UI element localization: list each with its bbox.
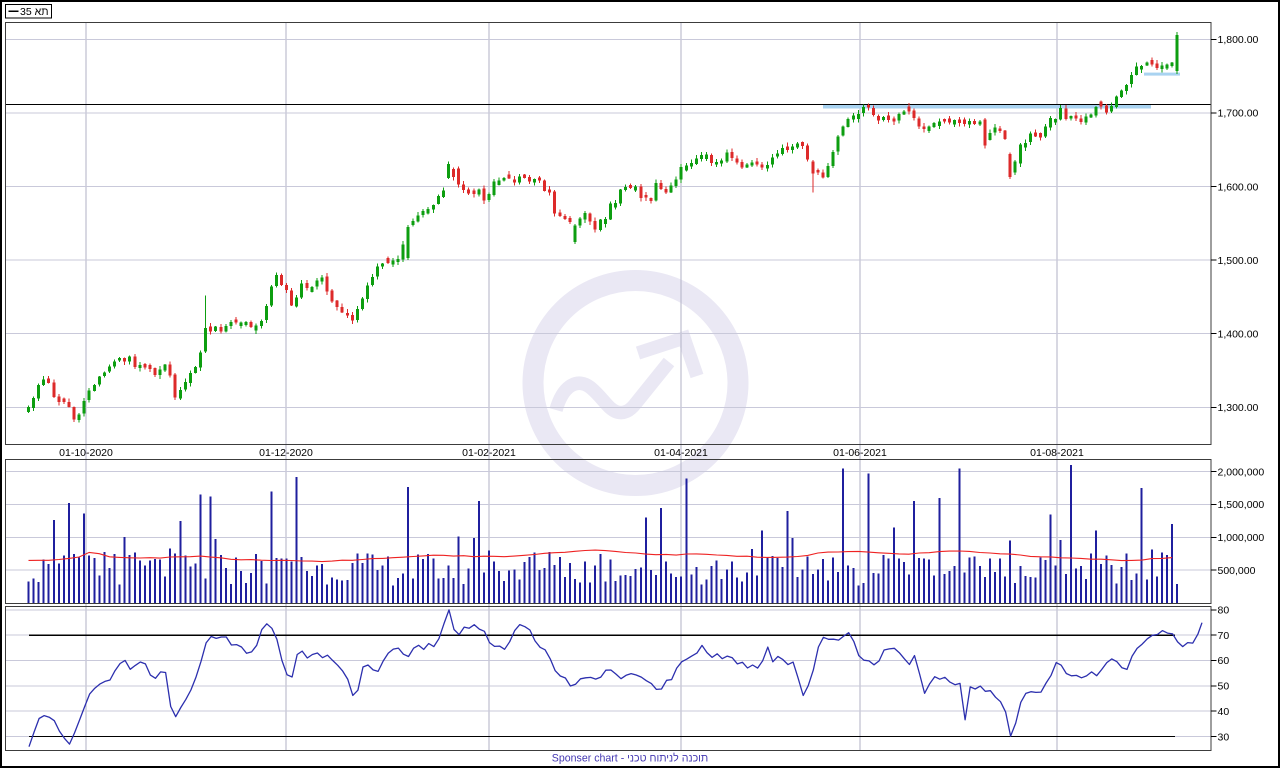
svg-text:1,400.00: 1,400.00 bbox=[1218, 328, 1259, 340]
svg-text:1,600.00: 1,600.00 bbox=[1218, 181, 1259, 193]
svg-text:1,500.00: 1,500.00 bbox=[1218, 255, 1259, 267]
svg-text:60: 60 bbox=[1218, 655, 1230, 667]
svg-text:1,800.00: 1,800.00 bbox=[1218, 34, 1259, 46]
svg-text:80: 80 bbox=[1218, 605, 1230, 617]
svg-text:35 תא: 35 תא bbox=[20, 6, 48, 18]
svg-text:01-10-2020: 01-10-2020 bbox=[59, 447, 113, 459]
svg-text:01-06-2021: 01-06-2021 bbox=[833, 447, 887, 459]
svg-text:500,000: 500,000 bbox=[1218, 565, 1256, 577]
svg-text:Sponser chart - תוכנה לניתוח ט: Sponser chart - תוכנה לניתוח טכני bbox=[552, 753, 708, 765]
svg-text:70: 70 bbox=[1218, 630, 1230, 642]
svg-text:40: 40 bbox=[1218, 706, 1230, 718]
svg-text:01-08-2021: 01-08-2021 bbox=[1030, 447, 1084, 459]
svg-text:01-04-2021: 01-04-2021 bbox=[654, 447, 708, 459]
svg-text:1,500,000: 1,500,000 bbox=[1218, 499, 1265, 511]
svg-text:2,000,000: 2,000,000 bbox=[1218, 466, 1265, 478]
svg-text:50: 50 bbox=[1218, 681, 1230, 693]
svg-text:01-12-2020: 01-12-2020 bbox=[259, 447, 313, 459]
svg-text:01-02-2021: 01-02-2021 bbox=[462, 447, 516, 459]
svg-text:1,000,000: 1,000,000 bbox=[1218, 532, 1265, 544]
svg-text:1,700.00: 1,700.00 bbox=[1218, 108, 1259, 120]
svg-text:30: 30 bbox=[1218, 731, 1230, 743]
svg-text:1,300.00: 1,300.00 bbox=[1218, 402, 1259, 414]
